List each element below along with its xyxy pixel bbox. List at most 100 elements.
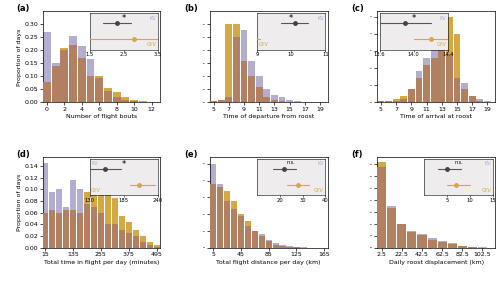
X-axis label: Total time in flight per day (minutes): Total time in flight per day (minutes) — [44, 260, 159, 265]
Bar — [278, 101, 285, 102]
Bar — [104, 192, 111, 248]
Bar — [428, 240, 436, 248]
Bar — [226, 25, 232, 102]
Bar — [43, 82, 51, 102]
Bar — [42, 213, 48, 248]
Bar — [130, 100, 138, 102]
Bar — [226, 97, 232, 102]
Bar — [294, 101, 300, 102]
Bar — [69, 36, 77, 102]
Bar — [446, 54, 453, 102]
Bar — [130, 101, 138, 102]
Bar — [294, 247, 300, 248]
Bar — [476, 99, 483, 102]
Bar — [418, 234, 426, 248]
Bar — [146, 245, 153, 248]
Bar — [446, 17, 453, 102]
Bar — [90, 207, 97, 248]
Bar — [154, 247, 160, 248]
Bar — [468, 247, 477, 248]
Bar — [104, 225, 111, 248]
Bar — [69, 45, 77, 102]
Bar — [126, 221, 132, 248]
Text: (d): (d) — [16, 150, 30, 159]
Bar — [76, 189, 83, 248]
Bar — [217, 187, 224, 248]
Bar — [56, 213, 62, 248]
Bar — [43, 32, 51, 102]
Bar — [231, 209, 237, 248]
Bar — [113, 92, 120, 102]
Bar — [218, 100, 224, 102]
Y-axis label: Proportion of days: Proportion of days — [17, 174, 22, 231]
Bar — [126, 233, 132, 248]
Bar — [122, 97, 130, 102]
Bar — [458, 246, 467, 248]
Bar — [294, 247, 300, 248]
X-axis label: Time of departure from roost: Time of departure from roost — [223, 114, 314, 119]
Bar — [60, 50, 68, 102]
Bar — [387, 206, 396, 248]
Bar — [76, 213, 83, 248]
Text: (f): (f) — [351, 150, 362, 159]
Bar — [84, 192, 90, 248]
Bar — [478, 247, 487, 248]
Bar — [385, 101, 392, 102]
Bar — [264, 97, 270, 102]
Bar — [484, 101, 491, 102]
Bar — [378, 101, 384, 102]
Bar — [60, 48, 68, 102]
Bar — [98, 213, 104, 248]
Bar — [252, 231, 258, 248]
Bar — [210, 101, 217, 102]
Bar — [428, 238, 436, 248]
Bar — [238, 216, 244, 248]
Bar — [408, 89, 415, 102]
Bar — [224, 191, 230, 248]
Bar — [271, 95, 278, 102]
Text: (a): (a) — [16, 4, 30, 13]
Bar — [286, 100, 293, 102]
Bar — [52, 63, 60, 102]
Bar — [70, 180, 76, 248]
Bar — [438, 40, 445, 102]
Bar — [286, 247, 292, 248]
Bar — [238, 214, 244, 248]
Bar — [78, 58, 86, 102]
Bar — [86, 60, 94, 102]
Bar — [408, 231, 416, 248]
Bar — [400, 99, 407, 102]
Bar — [280, 245, 285, 248]
Bar — [458, 246, 467, 248]
Bar — [258, 235, 265, 248]
Bar — [62, 207, 69, 248]
Bar — [264, 89, 270, 102]
Bar — [431, 58, 438, 102]
Bar — [408, 89, 415, 102]
Bar — [210, 164, 216, 248]
Bar — [256, 87, 262, 102]
Bar — [392, 99, 400, 102]
Bar — [48, 192, 55, 248]
Bar — [245, 221, 251, 248]
Bar — [271, 100, 278, 102]
Bar — [377, 162, 386, 248]
Bar — [454, 34, 460, 102]
Bar — [96, 76, 103, 102]
Bar — [272, 245, 279, 248]
X-axis label: Daily roost displacement (km): Daily roost displacement (km) — [388, 260, 484, 265]
Text: (c): (c) — [351, 4, 364, 13]
Bar — [461, 89, 468, 102]
Bar — [210, 101, 217, 102]
Bar — [423, 58, 430, 102]
Bar — [240, 61, 248, 102]
Bar — [286, 101, 293, 102]
Bar — [448, 243, 456, 248]
Bar — [461, 84, 468, 102]
Bar — [438, 35, 445, 102]
Bar — [438, 241, 446, 248]
Bar — [392, 101, 400, 102]
Bar — [84, 204, 90, 248]
Bar — [400, 95, 407, 102]
Bar — [42, 163, 48, 248]
